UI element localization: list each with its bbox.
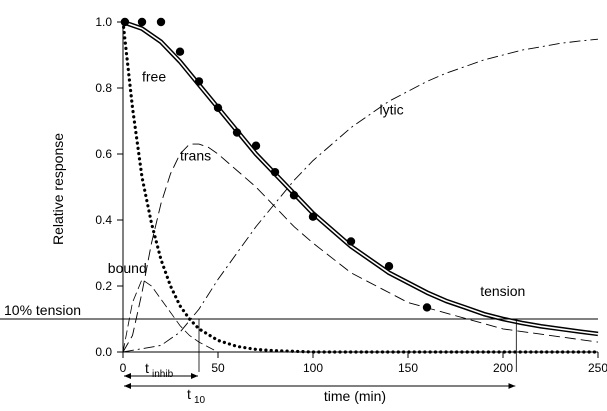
data-point (232, 128, 242, 137)
annotation-tension: tension (480, 283, 525, 299)
data-point (213, 103, 223, 113)
y-tick-label: 0.2 (95, 279, 112, 293)
annotation-free: free (142, 68, 166, 84)
data-point (194, 77, 204, 86)
y-tick-label: 0.0 (95, 345, 112, 359)
y-tick-label: 0.8 (95, 81, 112, 95)
series-lytic-line (122, 38, 599, 353)
curve-annotations: free trans lytic bound tension (108, 68, 526, 299)
data-point (137, 17, 147, 27)
x-tick-label: 150 (398, 361, 418, 375)
annotation-bound: bound (108, 260, 147, 276)
annotation-lytic: lytic (380, 101, 404, 117)
t10-label: t (187, 386, 191, 402)
series-tension-line-outer (122, 19, 599, 337)
series-tension-line-inner (122, 21, 599, 335)
t10-subscript: 10 (194, 395, 206, 406)
y-tick-label: 0.4 (95, 213, 112, 227)
x-tick-label: 250 (588, 361, 607, 375)
data-point (308, 212, 318, 221)
data-point (175, 47, 185, 56)
x-tick-label: 100 (303, 361, 323, 375)
x-tick-label: 50 (211, 361, 225, 375)
x-axis-title: time (min) (324, 388, 386, 404)
data-point (156, 17, 166, 27)
series-free-line (121, 20, 600, 354)
data-point (289, 191, 299, 200)
tinhib-subscript: inhib (152, 369, 174, 380)
annotation-trans: trans (180, 148, 211, 164)
y-tick-label: 1.0 (95, 15, 112, 29)
x-tick-label: 200 (493, 361, 513, 375)
series-bound-line (122, 278, 219, 353)
data-point (270, 167, 280, 177)
y-axis-title: Relative response (50, 133, 66, 245)
data-point (120, 17, 130, 27)
data-point (251, 141, 261, 150)
data-point (384, 262, 394, 271)
series-trans-line (122, 143, 599, 353)
y-tick-label: 0.6 (95, 147, 112, 161)
data-point (422, 303, 432, 312)
series-curves (121, 19, 600, 354)
tinhib-label: t (145, 360, 149, 376)
data-markers (120, 17, 432, 312)
data-point (346, 237, 356, 246)
ten-percent-threshold: 10% tension (0, 302, 598, 320)
threshold-label: 10% tension (4, 302, 81, 318)
axes: 0.0 0.2 0.4 0.6 0.8 1.0 0 50 100 150 200 250 Relativ… (50, 15, 607, 404)
x-tick-label: 0 (120, 361, 127, 375)
